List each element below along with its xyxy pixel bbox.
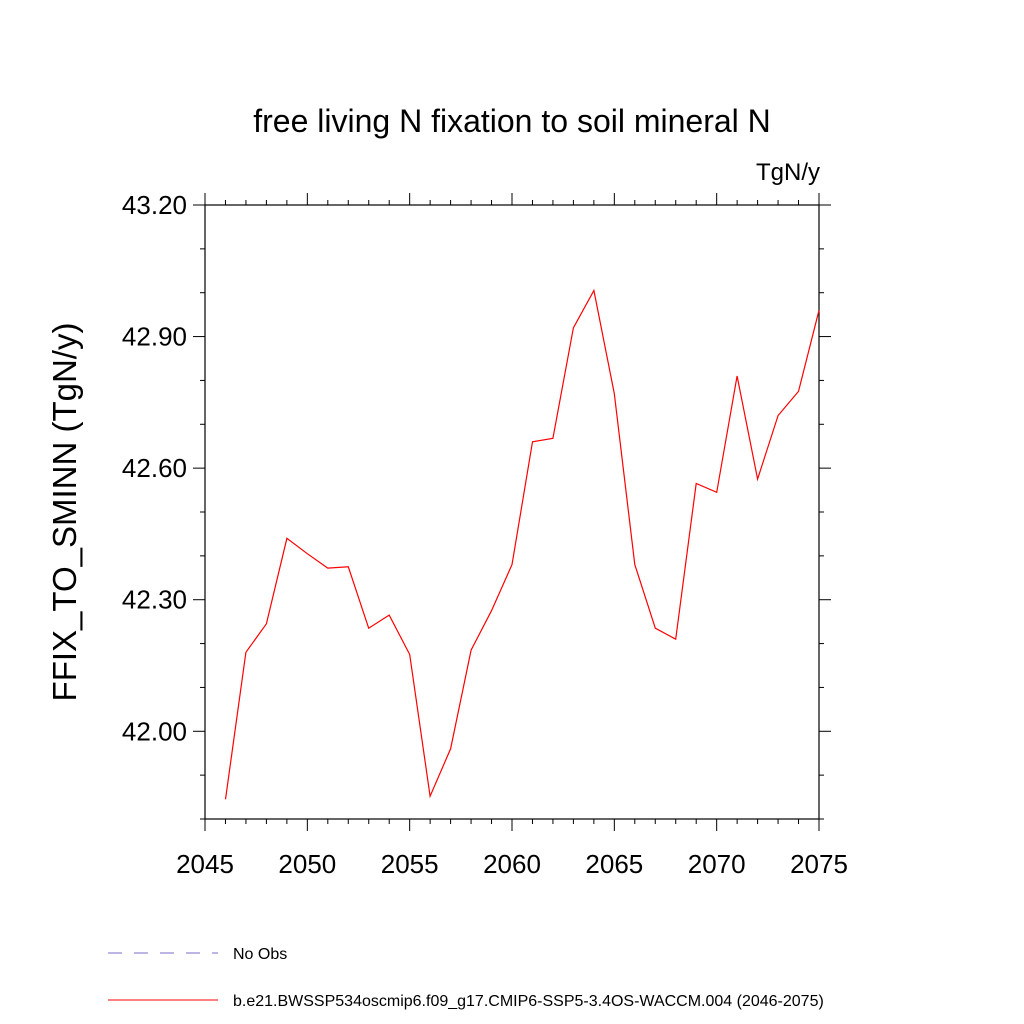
x-tick-label: 2070 — [688, 849, 746, 879]
legend-label-no-obs: No Obs — [233, 946, 287, 963]
y-tick-label: 42.90 — [122, 322, 187, 352]
legend-label-model: b.e21.BWSSP534oscmip6.f09_g17.CMIP6-SSP5… — [233, 993, 824, 1010]
x-tick-label: 2055 — [381, 849, 439, 879]
y-tick-label: 42.00 — [122, 716, 187, 746]
x-tick-label: 2045 — [176, 849, 234, 879]
x-tick-label: 2065 — [585, 849, 643, 879]
y-tick-label: 43.20 — [122, 190, 187, 220]
axis-ticks — [193, 193, 831, 831]
x-tick-label: 2075 — [790, 849, 848, 879]
y-tick-label: 42.60 — [122, 453, 187, 483]
units-label: TgN/y — [756, 159, 820, 186]
series-line — [224, 288, 820, 800]
y-axis-label: FFIX_TO_SMINN (TgN/y) — [46, 323, 83, 702]
plot-frame — [204, 204, 820, 820]
legend: No Obs b.e21.BWSSP534oscmip6.f09_g17.CMI… — [108, 946, 824, 1010]
chart-title: free living N fixation to soil mineral N — [253, 103, 771, 139]
x-tick-label: 2060 — [483, 849, 541, 879]
x-tick-label: 2050 — [278, 849, 336, 879]
y-tick-label: 42.30 — [122, 585, 187, 615]
tick-labels: 2045 2050 2055 2060 2065 2070 2075 42.00 42.30 42… — [122, 190, 848, 879]
